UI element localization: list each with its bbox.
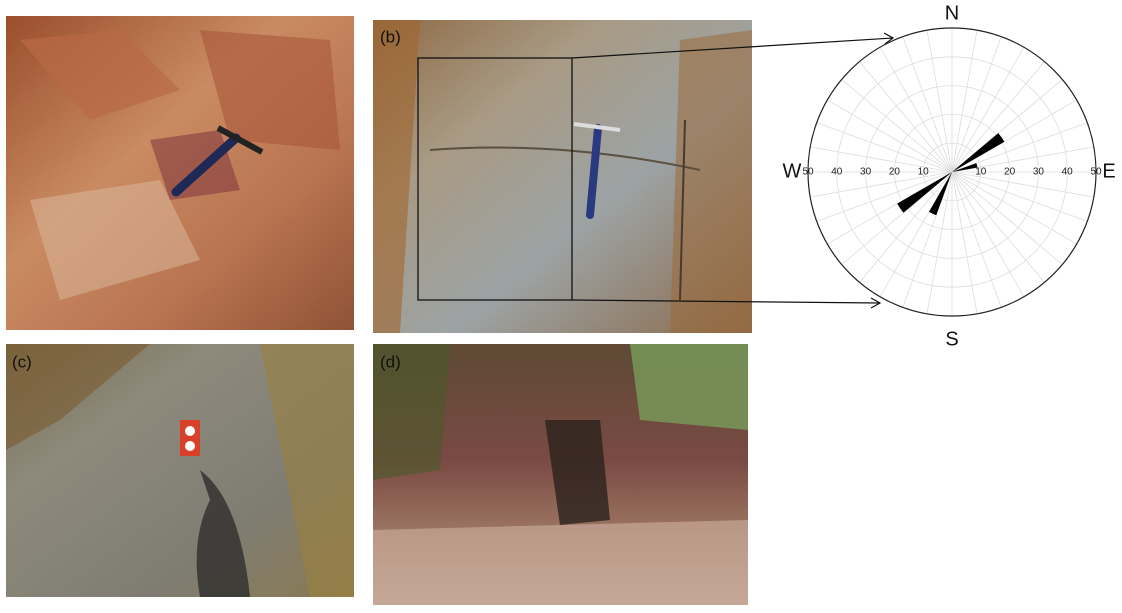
photo-a — [6, 16, 354, 330]
ring-label: 50 — [1090, 167, 1102, 178]
rose-diagram: 10 10 20 20 30 30 40 40 50 50 N E S W — [783, 2, 1116, 350]
photo-d: (d) — [373, 344, 748, 605]
ring-label: 30 — [860, 167, 872, 178]
ring-label: 40 — [1062, 167, 1074, 178]
panel-label: (c) — [12, 352, 32, 371]
direction-label: W — [783, 160, 802, 182]
ring-label: 10 — [918, 167, 930, 178]
photo-b: (b) — [373, 20, 752, 333]
direction-label: N — [945, 2, 959, 24]
ring-label: 50 — [802, 167, 814, 178]
panel-label: (b) — [380, 27, 401, 46]
panel-label: (d) — [380, 352, 401, 371]
direction-label: E — [1102, 160, 1115, 182]
direction-label: S — [945, 328, 958, 350]
ring-label: 10 — [975, 167, 987, 178]
photo-c: (c) — [6, 344, 354, 597]
ring-label: 20 — [1004, 167, 1016, 178]
ring-label: 40 — [831, 167, 843, 178]
figure: (b) (c) (d) 10 10 20 20 30 30 40 40 50 50 N E S W — [0, 0, 1122, 608]
ring-label: 20 — [889, 167, 901, 178]
ring-label: 30 — [1033, 167, 1045, 178]
